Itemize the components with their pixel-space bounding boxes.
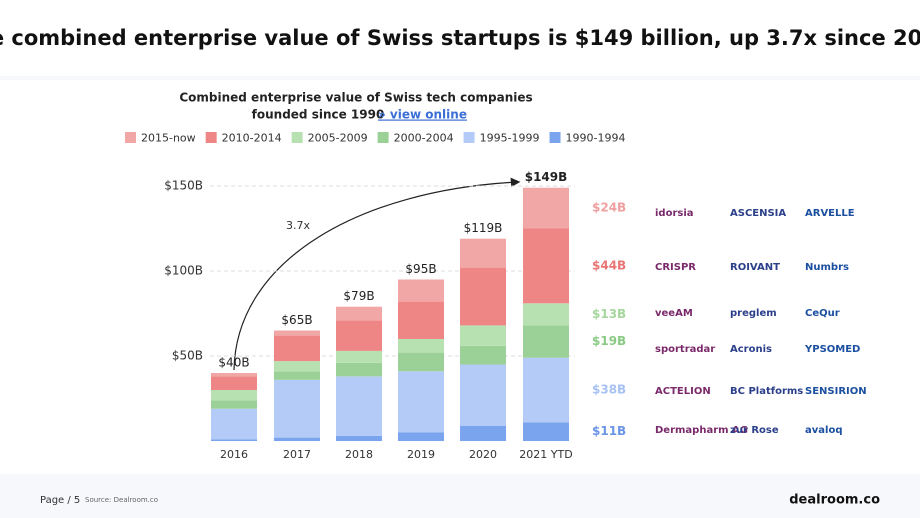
x-tick-label: 2016 [220,448,248,461]
bar-segment [274,330,320,336]
y-tick-label: $50B [172,349,203,363]
bar-segment [460,364,506,426]
segment-label: $11B [592,424,626,438]
legend-label: 2015-now [141,132,196,145]
bar-segment [211,400,257,409]
company-logo: YPSOMED [804,344,860,355]
x-tick-label: 2019 [407,448,435,461]
legend-swatch [463,132,475,143]
growth-arrow [233,177,521,371]
bar-segment [398,279,444,302]
bar-segment [336,306,382,321]
company-logo: veeAM [655,308,693,319]
bar-segment [523,325,569,358]
total-label: $79B [343,289,374,303]
bar-segment [336,350,382,363]
company-logo: Numbrs [805,262,849,273]
bar-segment [398,371,444,433]
slide-title: The combined enterprise value of Swiss s… [0,26,920,50]
brand: dealroom.co [789,493,880,508]
annotation: 3.7x [286,219,310,232]
view-online-link[interactable]: » view online [378,108,467,122]
legend-swatch [291,132,303,143]
segment-label: $38B [592,383,626,397]
bar-segment [523,303,569,326]
bar-segment [211,439,257,441]
bar-segment [523,357,569,423]
company-logo: idorsia [655,208,694,219]
bar-segment [274,361,320,372]
company-logo: SENSIRION [805,386,867,397]
bar-segment [211,373,257,377]
bar-segment [460,325,506,346]
bar-segment [211,408,257,440]
company-logo: CRISPR [655,262,696,273]
legend-label: 1990-1994 [566,132,626,145]
bar-segment [336,435,382,441]
total-label: $40B [218,356,249,370]
bar-segment [460,345,506,365]
company-logo: CeQur [805,308,840,319]
y-tick-label: $100B [164,264,203,278]
bar-segment [398,301,444,339]
company-logo: avaloq [805,425,842,436]
source: Source: Dealroom.co [85,496,158,504]
segment-label: $13B [592,307,626,321]
company-logo: zur Rose [730,425,779,436]
legend-label: 2000-2004 [394,132,454,145]
bar-segment [211,390,257,401]
header-band [0,0,920,76]
bar-segment [398,352,444,372]
page-number: Page / 5 [40,495,80,506]
total-label: $95B [405,262,436,276]
company-logo: ASCENSIA [730,208,786,219]
segment-label: $44B [592,258,626,272]
company-logo: Dermapharm AG [655,425,748,436]
legend-label: 2010-2014 [222,132,282,145]
bar-segment [398,432,444,441]
bar-segment [523,422,569,441]
legend-label: 2005-2009 [308,132,368,145]
legend-label: 1995-1999 [480,132,540,145]
bar-segment [336,376,382,436]
company-logo: ROIVANT [730,262,780,273]
company-logo: ARVELLE [805,208,855,219]
legend-swatch [549,132,561,143]
bar-segment [336,362,382,377]
legend-swatch [205,132,217,143]
total-label: $65B [281,313,312,327]
bar-segment [460,238,506,268]
company-logo: ACTELION [655,386,711,397]
total-label: $149B [525,170,568,184]
bar-segment [274,335,320,362]
chart-title: Combined enterprise value of Swiss tech … [179,91,532,105]
segment-label: $24B [592,201,626,215]
x-tick-label: 2021 YTD [519,448,572,461]
bar-segment [523,187,569,229]
legend-swatch [125,132,136,143]
company-logo: preglem [730,308,777,319]
bar-segment [274,371,320,380]
bar-segment [211,376,257,390]
chart-title: founded since 1990 [252,108,385,122]
company-logo: sportradar [655,344,715,355]
bar-segment [460,425,506,441]
bar-segment [274,437,320,441]
bar-segment [274,379,320,438]
total-label: $119B [464,221,503,235]
x-tick-label: 2018 [345,448,373,461]
bar-segment [460,267,506,326]
legend-swatch [377,132,389,143]
bar-segment [398,339,444,353]
bar-segment [523,228,569,304]
company-logo: Acronis [730,344,772,355]
segment-label: $19B [592,334,626,348]
x-tick-label: 2017 [283,448,311,461]
company-logo: BC Platforms [730,386,803,397]
x-tick-label: 2020 [469,448,497,461]
bar-segment [336,320,382,351]
y-tick-label: $150B [164,179,203,193]
